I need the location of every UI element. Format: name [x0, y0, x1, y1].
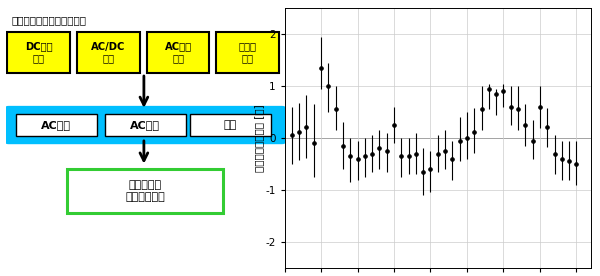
Text: AC抗抗
標準: AC抗抗 標準: [164, 42, 191, 63]
Text: 位相: 位相: [224, 120, 237, 130]
FancyBboxPatch shape: [16, 114, 97, 136]
FancyBboxPatch shape: [217, 32, 279, 73]
FancyBboxPatch shape: [7, 32, 70, 73]
Text: 周波数
標準: 周波数 標準: [239, 42, 257, 63]
Text: 電力計測器
校正システム: 電力計測器 校正システム: [125, 181, 165, 202]
FancyBboxPatch shape: [77, 32, 140, 73]
Text: AC電圧: AC電圧: [41, 120, 71, 130]
FancyBboxPatch shape: [67, 169, 223, 213]
Text: AC電流: AC電流: [130, 120, 160, 130]
FancyBboxPatch shape: [105, 114, 185, 136]
Y-axis label: 公称値からのずれ [％]: 公称値からのずれ [％]: [254, 104, 264, 172]
Text: 国家標準（産総研が管理）: 国家標準（産総研が管理）: [11, 15, 86, 25]
FancyBboxPatch shape: [146, 32, 209, 73]
FancyBboxPatch shape: [4, 107, 287, 143]
Text: DC電圧
標準: DC電圧 標準: [25, 42, 53, 63]
Text: AC/DC
標準: AC/DC 標準: [91, 42, 125, 63]
FancyBboxPatch shape: [190, 114, 271, 136]
